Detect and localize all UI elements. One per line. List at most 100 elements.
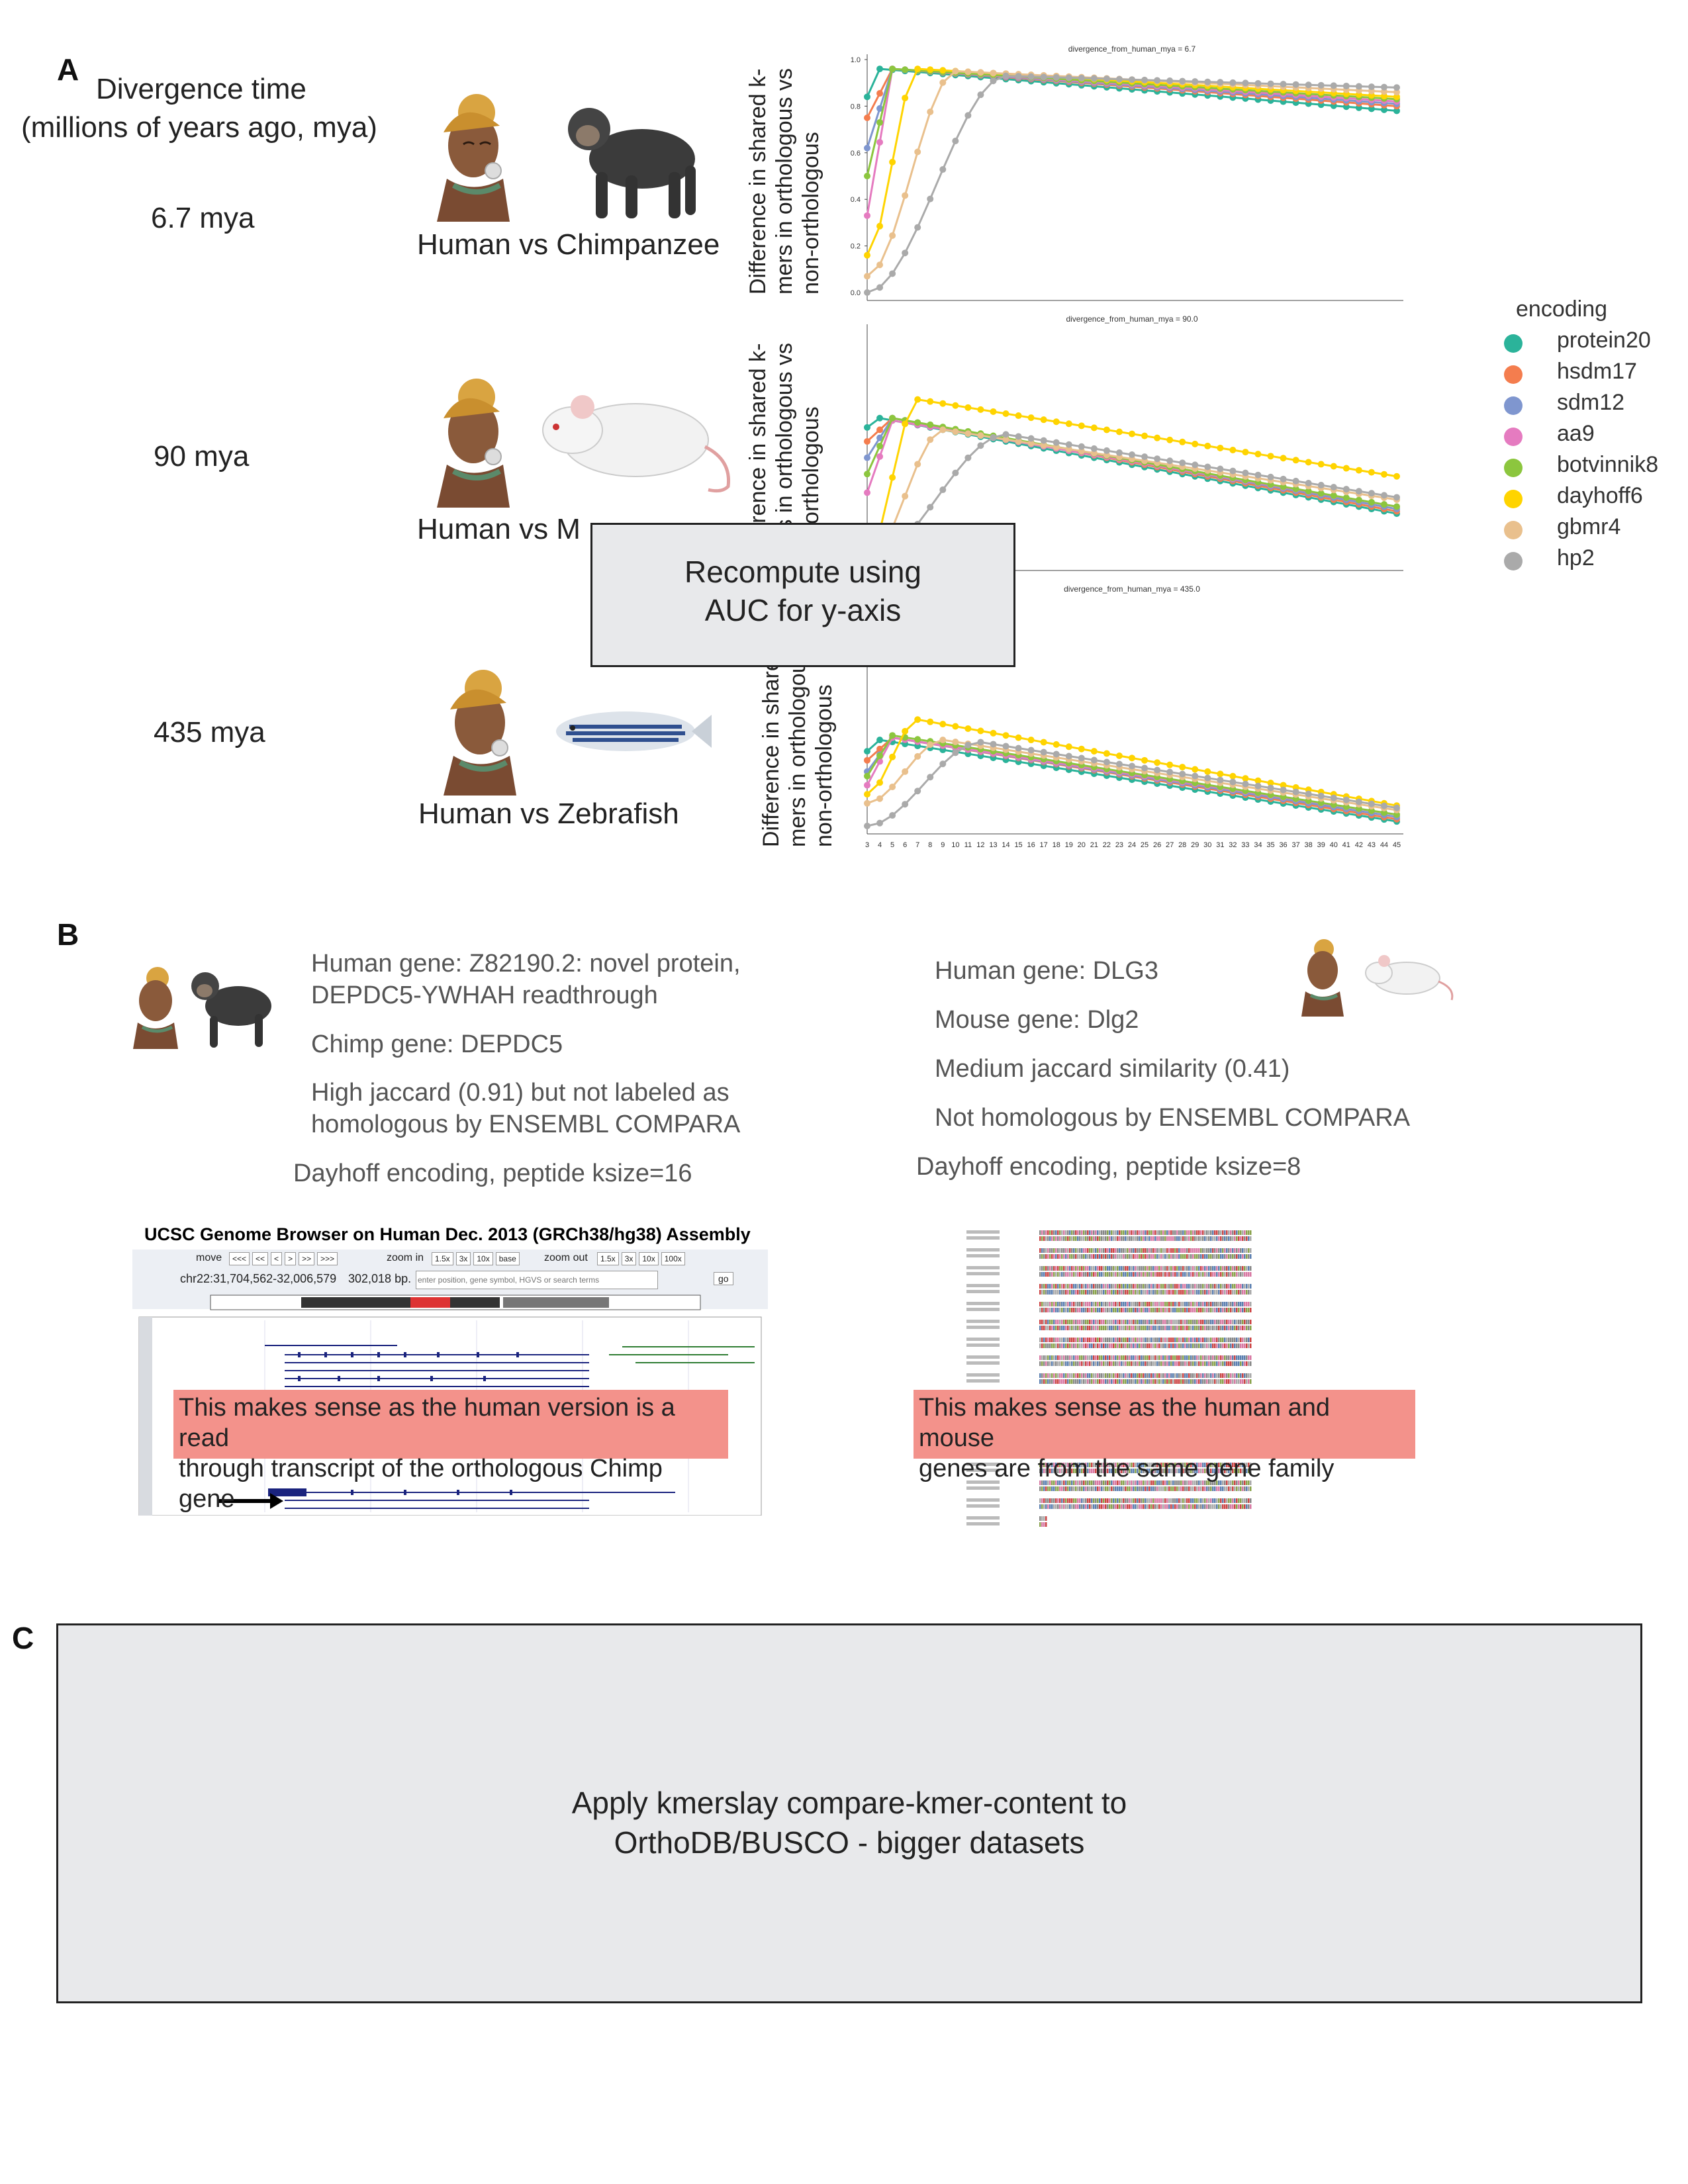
alignment-residue bbox=[1099, 1373, 1101, 1378]
alignment-residue bbox=[1137, 1504, 1139, 1509]
alignment-residue bbox=[1083, 1343, 1085, 1348]
alignment-residue bbox=[1095, 1498, 1097, 1503]
alignment-residue bbox=[1244, 1266, 1246, 1271]
zoom-in-button[interactable]: base bbox=[495, 1252, 520, 1265]
zoom-out-button[interactable]: 100x bbox=[661, 1252, 685, 1265]
alignment-residue bbox=[1075, 1338, 1077, 1342]
alignment-residue bbox=[1228, 1373, 1230, 1378]
alignment-residue bbox=[1115, 1308, 1117, 1312]
move-button[interactable]: < bbox=[271, 1252, 283, 1265]
alignment-residue bbox=[1218, 1272, 1220, 1277]
alignment-residue bbox=[1147, 1308, 1149, 1312]
alignment-residue bbox=[1135, 1463, 1137, 1467]
alignment-residue bbox=[1180, 1504, 1182, 1509]
alignment-residue bbox=[1152, 1343, 1154, 1348]
move-button[interactable]: >>> bbox=[317, 1252, 338, 1265]
alignment-residue bbox=[1043, 1230, 1045, 1235]
alignment-residue bbox=[1230, 1284, 1232, 1289]
alignment-residue bbox=[1131, 1355, 1133, 1360]
alignment-residue bbox=[1244, 1343, 1246, 1348]
alignment-residue bbox=[1150, 1320, 1152, 1324]
move-button[interactable]: << bbox=[252, 1252, 269, 1265]
alignment-residue bbox=[1051, 1463, 1053, 1467]
alignment-residue bbox=[1206, 1343, 1208, 1348]
alignment-residue bbox=[1214, 1373, 1216, 1378]
move-button[interactable]: >> bbox=[299, 1252, 315, 1265]
alignment-residue bbox=[1202, 1504, 1204, 1509]
data-point-dayhoff6 bbox=[964, 404, 972, 411]
legend-marker-dayhoff6 bbox=[1504, 490, 1523, 508]
zoom-in-button[interactable]: 1.5x bbox=[432, 1252, 453, 1265]
data-point-hp2 bbox=[1380, 492, 1387, 499]
alignment-residue bbox=[1147, 1272, 1149, 1277]
alignment-residue bbox=[1081, 1248, 1083, 1253]
alignment-residue bbox=[1133, 1230, 1135, 1235]
alignment-residue bbox=[1220, 1248, 1222, 1253]
alignment-residue bbox=[1041, 1236, 1043, 1241]
alignment-residue bbox=[1208, 1236, 1210, 1241]
alignment-residue bbox=[1168, 1469, 1170, 1473]
alignment-residue bbox=[1224, 1248, 1226, 1253]
alignment-residue bbox=[1137, 1379, 1139, 1384]
alignment-residue bbox=[1226, 1236, 1228, 1241]
browser-search-input[interactable] bbox=[416, 1271, 658, 1289]
alignment-residue bbox=[1214, 1272, 1216, 1277]
move-button[interactable]: <<< bbox=[229, 1252, 250, 1265]
alignment-residue bbox=[1063, 1338, 1065, 1342]
data-point-hp2 bbox=[876, 819, 884, 827]
alignment-residue bbox=[1200, 1284, 1202, 1289]
alignment-residue bbox=[1172, 1248, 1174, 1253]
alignment-residue bbox=[1041, 1266, 1043, 1271]
alignment-residue bbox=[1061, 1469, 1063, 1473]
alignment-residue bbox=[1115, 1480, 1117, 1485]
alignment-residue bbox=[1180, 1284, 1182, 1289]
alignment-residue bbox=[1198, 1355, 1200, 1360]
species-label-row2: Human vs M bbox=[417, 513, 581, 545]
alignment-residue bbox=[1131, 1498, 1133, 1503]
data-point-dayhoff6 bbox=[1393, 473, 1400, 480]
data-point-hp2 bbox=[1368, 83, 1375, 91]
alignment-residue bbox=[1041, 1230, 1043, 1235]
zoom-out-button[interactable]: 1.5x bbox=[597, 1252, 619, 1265]
alignment-residue bbox=[1101, 1284, 1103, 1289]
browser-title: UCSC Genome Browser on Human Dec. 2013 (… bbox=[144, 1224, 751, 1244]
data-point-hp2 bbox=[1330, 794, 1337, 801]
alignment-residue bbox=[1077, 1302, 1079, 1306]
zoom-out-button[interactable]: 10x bbox=[639, 1252, 659, 1265]
alignment-residue bbox=[1087, 1320, 1089, 1324]
x-tick-label: 6 bbox=[903, 841, 907, 849]
alignment-residue bbox=[1117, 1361, 1119, 1366]
alignment-residue bbox=[1117, 1463, 1119, 1467]
data-point-dayhoff6 bbox=[1065, 743, 1072, 751]
alignment-residue bbox=[1149, 1480, 1150, 1485]
data-point-botvinnik8 bbox=[1330, 492, 1337, 499]
alignment-residue bbox=[1184, 1236, 1186, 1241]
alignment-residue bbox=[1178, 1236, 1180, 1241]
x-tick-label: 36 bbox=[1279, 841, 1287, 849]
alignment-residue bbox=[1250, 1284, 1252, 1289]
alignment-residue bbox=[1099, 1343, 1101, 1348]
zoom-in-button[interactable]: 10x bbox=[473, 1252, 493, 1265]
alignment-residue bbox=[1093, 1236, 1095, 1241]
alignment-residue bbox=[1065, 1308, 1067, 1312]
alignment-residue bbox=[1154, 1266, 1156, 1271]
alignment-residue bbox=[1200, 1272, 1202, 1277]
alignment-residue bbox=[1055, 1463, 1057, 1467]
zoom-in-button[interactable]: 3x bbox=[455, 1252, 471, 1265]
browser-go-button[interactable]: go bbox=[714, 1272, 733, 1285]
alignment-residue bbox=[1053, 1308, 1055, 1312]
alignment-residue bbox=[1226, 1302, 1228, 1306]
alignment-residue bbox=[1129, 1254, 1131, 1259]
alignment-residue bbox=[1097, 1480, 1099, 1485]
alignment-label bbox=[966, 1343, 1000, 1347]
move-button[interactable]: > bbox=[285, 1252, 297, 1265]
alignment-residue bbox=[1047, 1373, 1049, 1378]
alignment-residue bbox=[1053, 1254, 1055, 1259]
data-point-dayhoff6 bbox=[1027, 414, 1035, 422]
alignment-residue bbox=[1174, 1486, 1176, 1491]
zoom-out-button[interactable]: 3x bbox=[621, 1252, 637, 1265]
alignment-residue bbox=[1051, 1290, 1053, 1295]
alignment-residue bbox=[1192, 1272, 1194, 1277]
alignment-residue bbox=[1156, 1248, 1158, 1253]
alignment-residue bbox=[1039, 1320, 1041, 1324]
